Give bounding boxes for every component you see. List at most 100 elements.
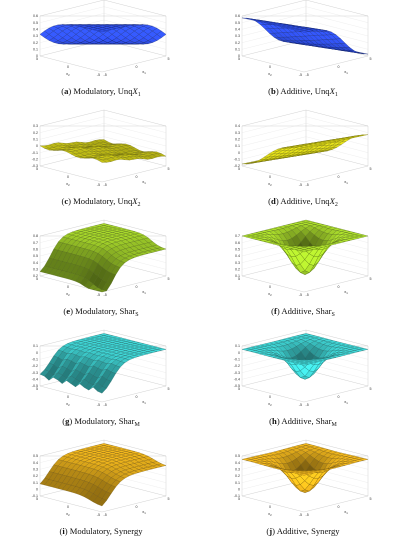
x1-tick-label: 0 bbox=[136, 285, 138, 289]
z-tick-label: 0.7 bbox=[235, 234, 240, 238]
z-tick-label: -0.2 bbox=[234, 364, 240, 368]
x2-tick-label: 5 bbox=[36, 167, 38, 171]
back-gridline bbox=[241, 136, 369, 153]
caption-letter: e bbox=[66, 306, 71, 316]
x1-tick-label: 0 bbox=[338, 285, 340, 289]
x2-axis-subscript: 2 bbox=[68, 403, 70, 407]
x1-tick-label: 5 bbox=[370, 387, 372, 391]
back-gridline bbox=[39, 123, 167, 140]
box-top-edge bbox=[241, 0, 369, 17]
subfigure-caption: (i) Modulatory, Synergy bbox=[59, 526, 143, 536]
caption-measure: Shar bbox=[315, 306, 332, 316]
x1-axis-label: x1 bbox=[142, 509, 146, 515]
z-tick-label: -0.2 bbox=[234, 164, 240, 168]
x1-tick-label: 0 bbox=[136, 395, 138, 399]
x2-tick-label: 5 bbox=[238, 387, 240, 391]
x2-tick-label: -5 bbox=[299, 403, 302, 407]
z-tick-label: -0.4 bbox=[234, 378, 240, 382]
x1-axis-subscript: 1 bbox=[346, 181, 348, 185]
caption-measure-subscript: 2 bbox=[334, 202, 338, 208]
x2-tick-label: 5 bbox=[238, 277, 240, 281]
z-tick-label: 0.5 bbox=[235, 454, 240, 458]
z-tick-label: 0.3 bbox=[33, 468, 38, 472]
z-tick-label: 0.2 bbox=[33, 41, 38, 45]
x1-tick-label: 5 bbox=[370, 497, 372, 501]
x2-axis-label: x2 bbox=[268, 71, 272, 77]
z-tick-label: 0 bbox=[36, 144, 38, 148]
x1-tick-label: 5 bbox=[370, 167, 372, 171]
z-tick-label: 0 bbox=[36, 351, 38, 355]
caption-measure-subscript: S bbox=[135, 312, 139, 318]
z-tick-label: 0.5 bbox=[235, 248, 240, 252]
z-tick-label: 0.2 bbox=[33, 474, 38, 478]
x2-axis-subscript: 2 bbox=[68, 73, 70, 77]
z-tick-label: 0.4 bbox=[235, 124, 240, 128]
x2-tick-label: 5 bbox=[238, 57, 240, 61]
back-gridline bbox=[241, 6, 369, 23]
x1-axis-subscript: 1 bbox=[144, 401, 146, 405]
z-tick-label: 0.1 bbox=[235, 344, 240, 348]
x2-axis-label: x2 bbox=[268, 291, 272, 297]
x1-tick-label: 5 bbox=[370, 277, 372, 281]
caption-measure-variable: X bbox=[132, 196, 138, 206]
z-tick-label: 0.1 bbox=[33, 48, 38, 52]
x1-tick-label: -5 bbox=[306, 513, 309, 517]
x1-axis-label: x1 bbox=[142, 179, 146, 185]
x2-tick-label: -5 bbox=[97, 403, 100, 407]
caption-measure-subscript: 1 bbox=[137, 92, 141, 98]
x2-tick-label: -5 bbox=[299, 73, 302, 77]
x2-tick-label: 0 bbox=[269, 175, 271, 179]
x2-axis-label: x2 bbox=[66, 291, 70, 297]
x1-axis-label: x1 bbox=[344, 509, 348, 515]
surface-mesh bbox=[39, 333, 167, 394]
x1-tick-label: 0 bbox=[338, 395, 340, 399]
z-tick-label: 0.4 bbox=[235, 28, 240, 32]
x1-tick-label: 5 bbox=[168, 387, 170, 391]
x2-tick-label: -5 bbox=[299, 513, 302, 517]
z-tick-label: -0.5 bbox=[234, 384, 240, 388]
x1-axis-subscript: 1 bbox=[144, 71, 146, 75]
x2-tick-label: 0 bbox=[67, 505, 69, 509]
x2-axis-label: x2 bbox=[268, 511, 272, 517]
caption-measure-variable: X bbox=[329, 196, 335, 206]
x1-tick-label: 0 bbox=[338, 505, 340, 509]
subfigure-a: 0.6 0.5 0.4 0.3 0.2 0.1 0 -5 -5 0 0 5 5 x1 x2 (a) Modul… bbox=[6, 0, 196, 106]
x2-tick-label: 0 bbox=[269, 65, 271, 69]
subfigure-caption: (h) Additive, SharM bbox=[269, 416, 337, 428]
back-gridline bbox=[241, 123, 369, 140]
x2-axis-subscript: 2 bbox=[68, 293, 70, 297]
z-tick-label: 0.2 bbox=[235, 474, 240, 478]
x2-axis-subscript: 2 bbox=[68, 513, 70, 517]
x1-axis-subscript: 1 bbox=[346, 291, 348, 295]
x1-tick-label: 5 bbox=[168, 277, 170, 281]
back-gridline bbox=[241, 19, 369, 37]
x2-tick-label: 0 bbox=[67, 65, 69, 69]
x1-tick-label: 0 bbox=[338, 175, 340, 179]
box-floor bbox=[39, 39, 167, 73]
subfigure-j: 0.5 0.4 0.3 0.2 0.1 0 -0.1 -5 -5 0 0 5 5 x1 x2 (j) Addi… bbox=[208, 439, 398, 546]
caption-method: Additive bbox=[280, 86, 311, 96]
surface-facet bbox=[299, 362, 309, 366]
surface-plot: 0.3 0.2 0.1 0 -0.1 -0.2 -0.3 -5 -5 0 0 5 5 x1 x2 bbox=[32, 109, 170, 187]
z-tick-label: -0.3 bbox=[32, 164, 38, 168]
caption-letter: i bbox=[62, 526, 65, 536]
z-tick-label: -0.1 bbox=[234, 358, 240, 362]
x2-axis-label: x2 bbox=[66, 71, 70, 77]
x2-tick-label: -5 bbox=[97, 183, 100, 187]
x2-axis-label: x2 bbox=[268, 401, 272, 407]
surface-plot: 0.5 0.4 0.3 0.2 0.1 0 -0.1 -5 -5 0 0 5 5 x1 x2 bbox=[32, 439, 170, 517]
z-tick-label: 0 bbox=[36, 488, 38, 492]
x1-tick-label: 5 bbox=[370, 57, 372, 61]
z-tick-label: 0.2 bbox=[235, 41, 240, 45]
subfigure-caption: (g) Modulatory, SharM bbox=[62, 416, 140, 428]
caption-letter: h bbox=[272, 416, 277, 426]
z-tick-label: 0.2 bbox=[235, 268, 240, 272]
x1-axis-label: x1 bbox=[142, 69, 146, 75]
caption-measure: Shar bbox=[315, 416, 332, 426]
caption-letter: d bbox=[271, 196, 276, 206]
subfigure-d: 0.4 0.3 0.2 0.1 0 -0.1 -0.2 -5 -5 0 0 5 5 x1 x2 (d) Add… bbox=[208, 109, 398, 216]
x2-tick-label: 0 bbox=[67, 395, 69, 399]
surface-plot: 0.1 0 -0.1 -0.2 -0.3 -0.4 -0.5 -5 -5 0 0 5 5 x1 x2 bbox=[32, 329, 170, 407]
surface-plot: 0.5 0.4 0.3 0.2 0.1 0 -0.1 -5 -5 0 0 5 5 x1 x2 bbox=[234, 439, 372, 517]
